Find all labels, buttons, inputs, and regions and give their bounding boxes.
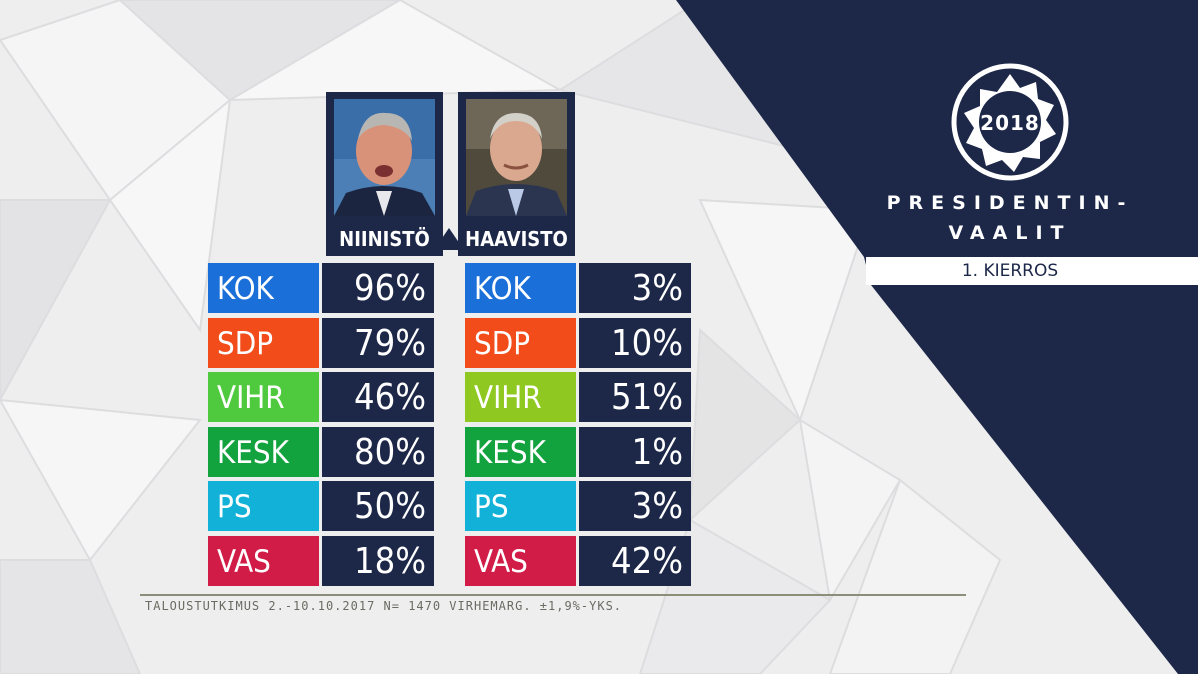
portrait-haavisto-icon	[466, 99, 567, 216]
support-percent: 42%	[579, 535, 691, 586]
party-label: VIHR	[208, 372, 319, 422]
support-percent: 96%	[322, 263, 434, 313]
support-percent: 50%	[322, 481, 434, 531]
result-row: VAS 42%	[465, 535, 691, 586]
result-row: VIHR 51%	[465, 372, 691, 422]
candidate-name: HAAVISTO	[458, 222, 575, 256]
support-percent: 18%	[322, 535, 434, 586]
support-percent: 46%	[322, 372, 434, 422]
party-label: KOK	[465, 263, 576, 313]
party-label: VAS	[465, 535, 576, 586]
result-row: PS 50%	[208, 481, 434, 531]
round-label: 1. KIERROS	[961, 261, 1059, 281]
result-row: KESK 1%	[465, 426, 691, 477]
portrait-niinisto-icon	[334, 99, 435, 216]
party-label: KESK	[208, 426, 319, 477]
support-percent: 80%	[322, 426, 434, 477]
party-label: VAS	[208, 535, 319, 586]
support-percent: 3%	[579, 481, 691, 531]
party-label: VIHR	[465, 372, 576, 422]
support-percent: 79%	[322, 317, 434, 368]
candidate-photo-frame	[326, 92, 443, 222]
candidate-photo-frame	[458, 92, 575, 222]
title-line-2: VAALIT	[948, 222, 1072, 244]
round-banner	[866, 257, 1198, 285]
result-row: KOK 96%	[208, 263, 434, 313]
election-2018-logo: 2018	[951, 63, 1069, 181]
support-percent: 51%	[579, 372, 691, 422]
result-row: PS 3%	[465, 481, 691, 531]
result-row: SDP 10%	[465, 317, 691, 368]
candidate-haavisto: HAAVISTO	[458, 92, 575, 256]
result-row: VIHR 46%	[208, 372, 434, 422]
party-label: KESK	[465, 426, 576, 477]
party-label: PS	[208, 481, 319, 531]
candidate-name: NIINISTÖ	[326, 222, 443, 256]
election-title: PRESIDENTIN- VAALIT	[860, 188, 1160, 248]
source-note: TALOUSTUTKIMUS 2.-10.10.2017 N= 1470 VIR…	[145, 599, 623, 613]
support-percent: 1%	[579, 426, 691, 477]
support-percent: 3%	[579, 263, 691, 313]
logo-year: 2018	[980, 111, 1040, 135]
party-label: KOK	[208, 263, 319, 313]
party-label: SDP	[208, 317, 319, 368]
party-label: SDP	[465, 317, 576, 368]
result-row: KESK 80%	[208, 426, 434, 477]
pointer-triangle	[434, 228, 464, 250]
support-percent: 10%	[579, 317, 691, 368]
title-line-1: PRESIDENTIN-	[886, 192, 1134, 214]
result-row: SDP 79%	[208, 317, 434, 368]
candidate-niinisto: NIINISTÖ	[326, 92, 443, 256]
result-row: KOK 3%	[465, 263, 691, 313]
source-divider	[140, 594, 966, 596]
result-row: VAS 18%	[208, 535, 434, 586]
party-label: PS	[465, 481, 576, 531]
